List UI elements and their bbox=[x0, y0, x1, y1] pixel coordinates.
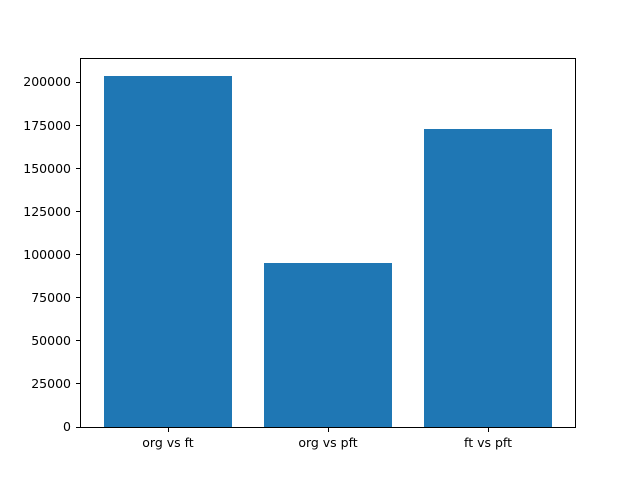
y-tick-mark bbox=[76, 211, 80, 213]
x-tick-mark bbox=[487, 428, 489, 432]
y-tick-mark bbox=[76, 340, 80, 342]
y-tick-label: 100000 bbox=[23, 246, 71, 262]
y-tick-label: 175000 bbox=[23, 117, 71, 133]
y-tick-mark bbox=[76, 254, 80, 256]
y-tick-mark bbox=[76, 426, 80, 428]
y-tick-mark bbox=[76, 168, 80, 170]
x-tick-mark bbox=[327, 428, 329, 432]
x-tick-label: org vs ft bbox=[142, 435, 194, 450]
y-tick-label: 125000 bbox=[23, 203, 71, 219]
y-tick-label: 200000 bbox=[23, 74, 71, 90]
bar-ft-vs-pft bbox=[424, 128, 552, 427]
x-tick-label: ft vs pft bbox=[464, 435, 512, 450]
y-tick-label: 150000 bbox=[23, 160, 71, 176]
y-tick-label: 50000 bbox=[31, 332, 71, 348]
x-tick-mark bbox=[167, 428, 169, 432]
y-tick-mark bbox=[76, 383, 80, 385]
y-tick-mark bbox=[76, 297, 80, 299]
y-tick-mark bbox=[76, 81, 80, 83]
x-tick-label: org vs pft bbox=[298, 435, 358, 450]
y-tick-label: 75000 bbox=[31, 289, 71, 305]
y-tick-label: 0 bbox=[63, 419, 71, 434]
bar-org-vs-pft bbox=[264, 263, 392, 427]
y-tick-mark bbox=[76, 125, 80, 127]
y-tick-label: 25000 bbox=[31, 375, 71, 391]
bar-org-vs-ft bbox=[104, 75, 232, 427]
